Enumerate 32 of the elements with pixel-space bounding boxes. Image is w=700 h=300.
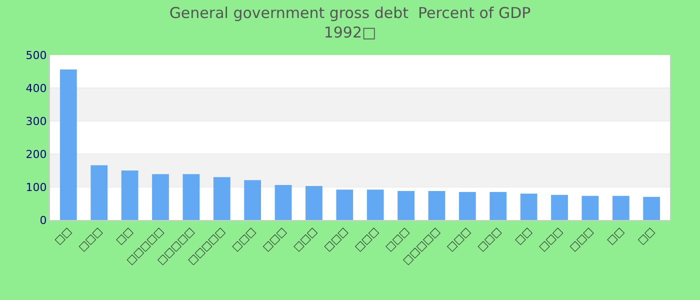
bar bbox=[582, 196, 599, 220]
bar bbox=[60, 70, 77, 220]
bar bbox=[520, 194, 538, 220]
bar bbox=[551, 194, 568, 220]
bar bbox=[306, 186, 322, 220]
bar bbox=[274, 185, 292, 220]
bar bbox=[458, 192, 476, 220]
bar bbox=[182, 174, 200, 220]
chart-title: General government gross debt Percent of GDP bbox=[169, 4, 531, 22]
bar bbox=[152, 174, 169, 220]
chart-subtitle: 1992□ bbox=[324, 24, 376, 42]
bar bbox=[213, 177, 230, 220]
x-tick-label: □□ bbox=[605, 226, 627, 248]
x-tick-label: □□ bbox=[513, 226, 534, 248]
bar bbox=[90, 165, 108, 220]
y-tick-label: 200 bbox=[26, 148, 47, 161]
y-tick-label: 400 bbox=[26, 82, 47, 95]
bar bbox=[612, 196, 630, 220]
bar bbox=[366, 190, 384, 220]
y-tick-label: 100 bbox=[26, 180, 47, 194]
bar bbox=[428, 190, 446, 220]
x-tick-label: □□ bbox=[636, 226, 658, 248]
bar bbox=[121, 170, 138, 220]
y-tick-label: 0 bbox=[40, 214, 47, 227]
x-tick-label: □□ bbox=[52, 226, 74, 248]
bar bbox=[336, 190, 354, 220]
y-tick-label: 300 bbox=[26, 114, 47, 128]
bar bbox=[643, 196, 660, 220]
bar bbox=[244, 180, 262, 220]
bar bbox=[490, 192, 507, 220]
bar bbox=[398, 190, 414, 220]
y-tick-label: 500 bbox=[26, 48, 47, 62]
